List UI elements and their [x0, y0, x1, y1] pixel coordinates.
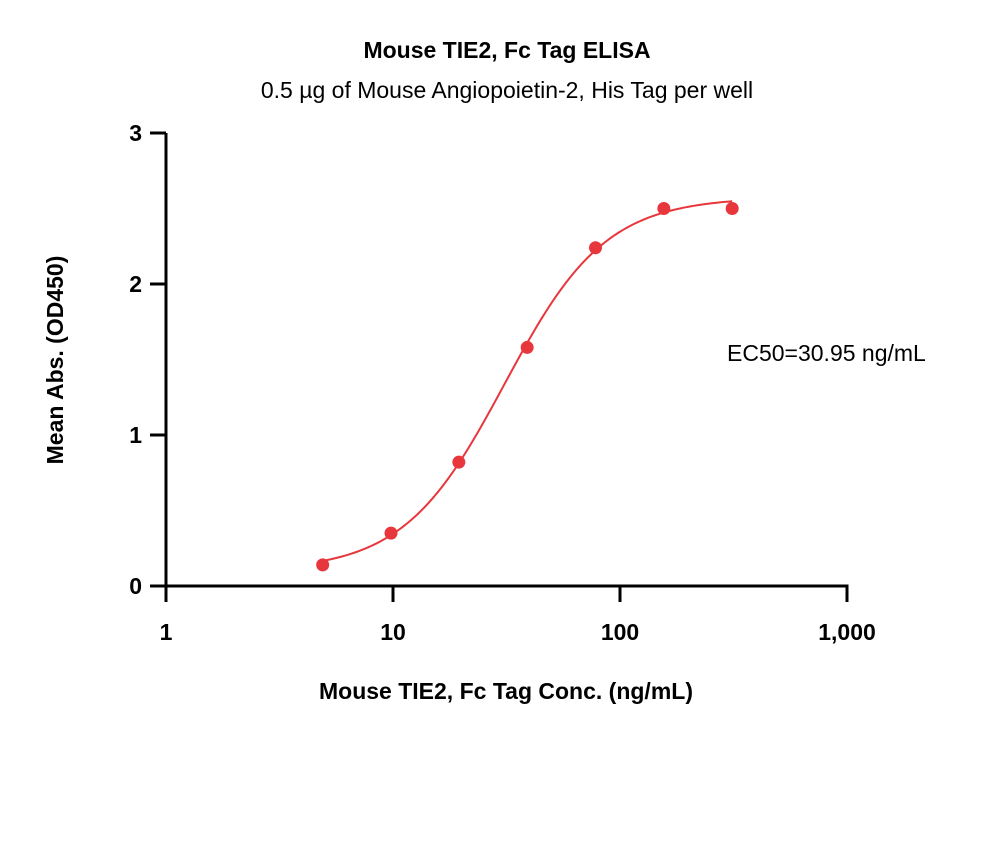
x-tick-label: 1,000 [818, 619, 876, 645]
chart-title: Mouse TIE2, Fc Tag ELISA [363, 37, 650, 63]
data-point [316, 558, 330, 572]
data-point [657, 202, 671, 215]
y-tick-label: 0 [129, 573, 142, 599]
y-tick-label: 1 [129, 422, 142, 448]
y-tick-label: 3 [129, 120, 142, 146]
x-tick-label: 100 [601, 619, 639, 645]
y-axis-label: Mean Abs. (OD450) [42, 256, 68, 465]
x-tick-label: 1 [160, 619, 173, 645]
y-tick-label: 2 [129, 271, 142, 297]
x-tick-label: 10 [380, 619, 406, 645]
chart-subtitle: 0.5 µg of Mouse Angiopoietin-2, His Tag … [261, 77, 753, 103]
data-point [520, 340, 534, 354]
fit-curve [322, 200, 733, 562]
ec50-annotation: EC50=30.95 ng/mL [727, 340, 926, 366]
data-point [452, 455, 466, 469]
data-point [384, 526, 398, 540]
data-points [316, 202, 739, 572]
x-axis-label: Mouse TIE2, Fc Tag Conc. (ng/mL) [319, 678, 693, 704]
data-point [725, 202, 739, 215]
fit-curve-layer [322, 200, 733, 562]
data-point [589, 241, 603, 255]
